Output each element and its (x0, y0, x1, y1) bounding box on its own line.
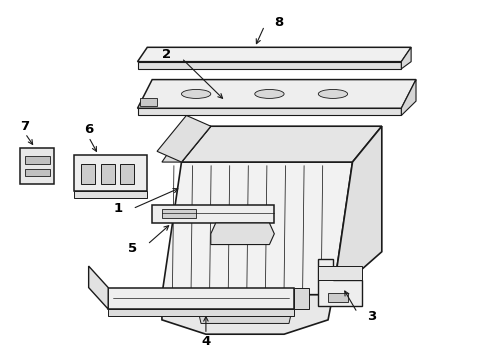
Bar (328, 293, 347, 302)
Polygon shape (138, 62, 401, 69)
Polygon shape (401, 80, 416, 116)
Polygon shape (20, 148, 54, 184)
Polygon shape (108, 288, 294, 309)
Bar (101, 164, 115, 184)
Polygon shape (74, 155, 147, 191)
Polygon shape (318, 259, 362, 306)
Polygon shape (138, 80, 416, 108)
Polygon shape (138, 108, 401, 116)
Text: 5: 5 (128, 242, 137, 255)
Polygon shape (181, 126, 382, 162)
Polygon shape (162, 295, 333, 334)
Polygon shape (162, 209, 196, 218)
Text: 1: 1 (113, 202, 122, 215)
Bar (121, 164, 134, 184)
Polygon shape (162, 126, 211, 162)
Polygon shape (333, 126, 382, 295)
Polygon shape (157, 116, 211, 162)
Polygon shape (152, 205, 274, 223)
Ellipse shape (318, 89, 347, 98)
Polygon shape (138, 47, 411, 62)
Bar (25, 168, 49, 176)
Polygon shape (211, 223, 274, 244)
Text: 3: 3 (368, 310, 377, 323)
Polygon shape (196, 302, 294, 323)
Polygon shape (89, 266, 108, 309)
Polygon shape (318, 266, 362, 280)
Text: 8: 8 (274, 16, 284, 29)
Bar (81, 164, 95, 184)
Ellipse shape (255, 89, 284, 98)
Text: 7: 7 (21, 120, 30, 133)
Polygon shape (74, 191, 147, 198)
Polygon shape (294, 288, 309, 309)
Polygon shape (162, 162, 352, 295)
Polygon shape (401, 47, 411, 69)
Text: 4: 4 (201, 335, 211, 348)
Text: 2: 2 (162, 48, 171, 61)
Polygon shape (140, 98, 157, 107)
Bar (25, 156, 49, 164)
Ellipse shape (181, 89, 211, 98)
Text: 6: 6 (84, 123, 93, 136)
Polygon shape (108, 309, 294, 316)
